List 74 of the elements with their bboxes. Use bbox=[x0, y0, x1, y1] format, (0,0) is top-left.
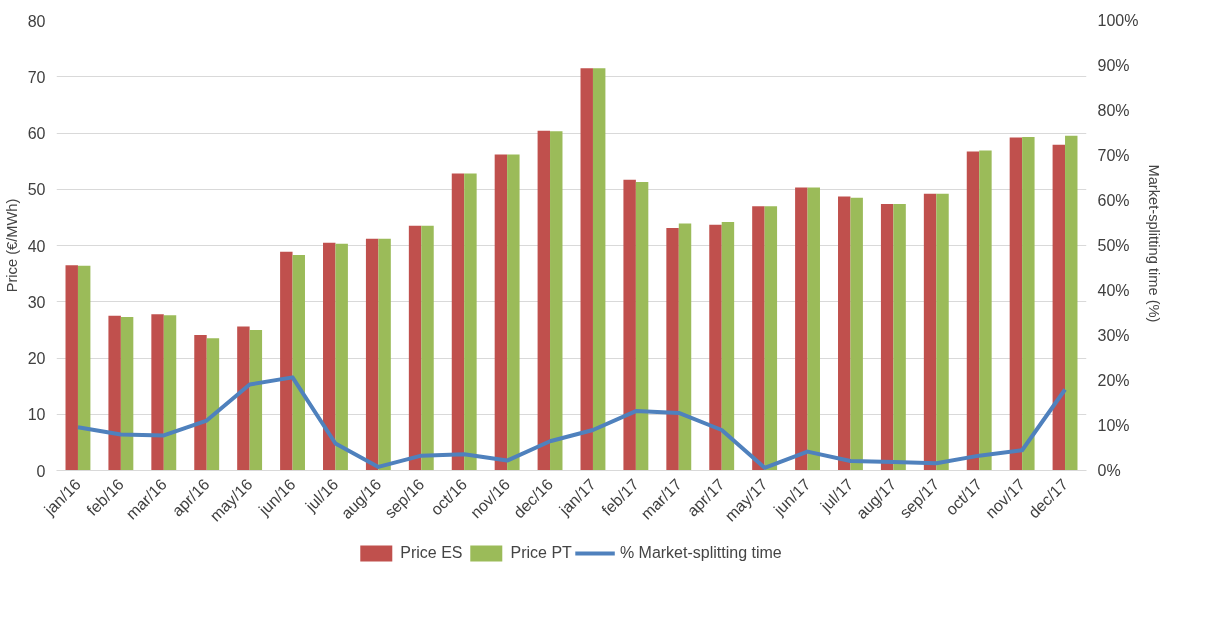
bar bbox=[464, 173, 477, 471]
bar bbox=[421, 225, 434, 471]
bar bbox=[280, 251, 293, 471]
y-tick-label: 0 bbox=[36, 462, 46, 480]
bar bbox=[120, 316, 134, 471]
y-tick-label: 70 bbox=[27, 68, 46, 86]
bar bbox=[764, 206, 778, 471]
bar bbox=[752, 206, 765, 471]
y2-tick-label: 60% bbox=[1097, 192, 1130, 209]
bar bbox=[323, 242, 336, 471]
bar bbox=[237, 326, 250, 471]
bar bbox=[108, 315, 121, 471]
y2-tick-label: 80% bbox=[1097, 102, 1130, 119]
bar bbox=[838, 196, 851, 471]
bar bbox=[494, 154, 508, 471]
y-tick-label: 80 bbox=[27, 12, 46, 30]
bar bbox=[365, 238, 379, 471]
bar bbox=[979, 150, 992, 471]
line-series bbox=[75, 375, 1068, 470]
y2-tick-label: 70% bbox=[1097, 147, 1130, 164]
bar bbox=[1009, 137, 1023, 471]
bar bbox=[1065, 135, 1078, 471]
legend-label: Price ES bbox=[400, 544, 463, 562]
bar bbox=[194, 334, 207, 471]
bar bbox=[378, 238, 391, 471]
bar bbox=[65, 265, 78, 471]
bar bbox=[678, 223, 692, 471]
bar bbox=[550, 131, 563, 471]
y-tick-label: 60 bbox=[27, 125, 46, 142]
y-tick-label: 20 bbox=[27, 350, 46, 367]
bar bbox=[408, 225, 422, 471]
y-tick-label: 50 bbox=[27, 181, 46, 199]
y2-tick-label: 100% bbox=[1097, 12, 1139, 29]
bar bbox=[709, 224, 722, 471]
bar bbox=[592, 68, 606, 471]
bar bbox=[580, 68, 593, 471]
bar bbox=[936, 193, 949, 471]
bar bbox=[795, 187, 808, 471]
y2-axis-title: Market-splitting time (%) bbox=[1146, 164, 1163, 323]
bar bbox=[666, 228, 679, 471]
bar bbox=[966, 151, 980, 471]
legend-label: % Market-splitting time bbox=[619, 544, 782, 562]
bar bbox=[623, 179, 636, 471]
y2-tick-label: 10% bbox=[1097, 417, 1130, 434]
bar bbox=[721, 221, 735, 471]
bar bbox=[163, 315, 177, 471]
y2-tick-label: 90% bbox=[1097, 57, 1130, 74]
bar bbox=[635, 181, 649, 471]
bar bbox=[850, 197, 863, 471]
y2-tick-label: 50% bbox=[1097, 237, 1130, 254]
bar bbox=[507, 154, 520, 471]
bar bbox=[807, 187, 820, 471]
y-tick-label: 10 bbox=[27, 406, 46, 424]
y2-tick-label: 30% bbox=[1097, 327, 1130, 344]
y-axis-title: Price (€/MWh) bbox=[3, 198, 20, 293]
bar bbox=[537, 130, 551, 471]
bar bbox=[77, 265, 91, 471]
bar bbox=[893, 203, 906, 471]
bar bbox=[880, 203, 894, 471]
bar bbox=[335, 243, 348, 471]
legend-label: Price PT bbox=[510, 544, 572, 562]
y2-tick-label: 40% bbox=[1097, 282, 1130, 299]
y-tick-label: 40 bbox=[27, 237, 46, 255]
bar bbox=[1022, 136, 1035, 471]
bar bbox=[1052, 144, 1066, 471]
y2-tick-label: 0% bbox=[1097, 462, 1121, 479]
bar bbox=[451, 173, 465, 471]
bar bbox=[923, 193, 937, 471]
bar bbox=[292, 255, 305, 471]
bar bbox=[151, 314, 164, 471]
bar bbox=[249, 329, 263, 471]
bar bbox=[206, 338, 220, 471]
y-tick-label: 30 bbox=[27, 293, 46, 311]
y2-tick-label: 20% bbox=[1097, 372, 1130, 389]
